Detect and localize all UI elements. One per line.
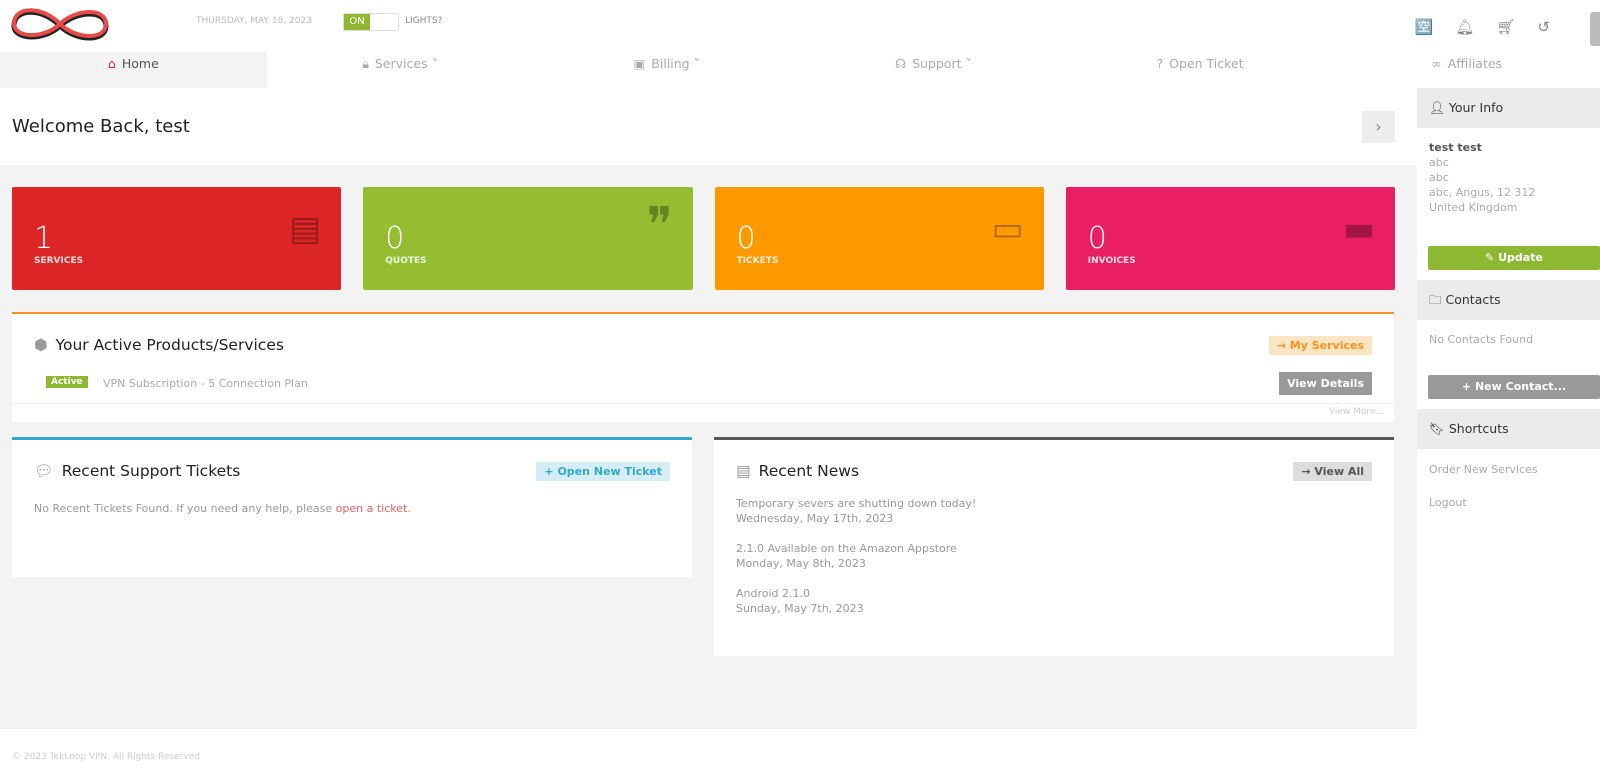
- money-icon: ▣: [633, 56, 646, 71]
- sidebar-toggle-button[interactable]: ›: [1362, 111, 1395, 143]
- avatar[interactable]: [1590, 12, 1600, 46]
- top-bar: THURSDAY, MAY 18, 2023 ON LIGHTS? 🈳 🔔︎ 🛒…: [0, 0, 1600, 52]
- nav-open-ticket[interactable]: ? Open Ticket: [1067, 52, 1334, 88]
- credit-card-icon: ▬: [1342, 209, 1375, 249]
- nav-services[interactable]: 🔒︎ Services ˅: [267, 52, 534, 88]
- page-title: Welcome Back, test: [12, 116, 190, 137]
- nav-label: Home: [121, 56, 159, 71]
- stat-label: SERVICES: [34, 256, 84, 266]
- cart-icon[interactable]: 🛒︎: [1496, 18, 1516, 36]
- chevron-down-icon: ˅: [693, 56, 700, 71]
- main-nav: ⌂ Home 🔒︎ Services ˅ ▣ Billing ˅ ☊ Support ˅…: [0, 52, 1600, 88]
- sidebar: 👤︎ Your Info test test abc abc abc, Angus,…: [1417, 88, 1600, 729]
- open-ticket-link[interactable]: open a ticket: [335, 502, 408, 515]
- translate-icon[interactable]: 🈳: [1414, 18, 1434, 36]
- stat-services[interactable]: 1 SERVICES ▤: [12, 187, 342, 290]
- newspaper-icon: ▤: [736, 462, 751, 480]
- quote-icon: ❞: [646, 197, 673, 253]
- support-tickets-panel: 💬︎ Recent Support Tickets + Open New Tick…: [12, 437, 692, 577]
- lights-label: LIGHTS?: [405, 16, 443, 26]
- my-services-button[interactable]: → My Services: [1268, 336, 1372, 355]
- update-button[interactable]: ✎ Update: [1428, 246, 1600, 270]
- nav-affiliates[interactable]: ∞ Affiliates: [1333, 52, 1600, 88]
- nav-label: Affiliates: [1447, 56, 1503, 71]
- lights-toggle[interactable]: ON: [343, 13, 399, 31]
- shortcuts-header: 🔖︎ Shortcuts: [1417, 409, 1600, 449]
- stat-value: 1: [34, 221, 54, 256]
- view-details-button[interactable]: View Details: [1279, 372, 1372, 395]
- stat-value: 0: [736, 221, 756, 256]
- stat-tickets[interactable]: 0 TICKETS ▭: [714, 187, 1044, 290]
- bell-icon[interactable]: 🔔︎: [1455, 18, 1475, 36]
- news-panel: ▤ Recent News → View All Temporary severs…: [714, 437, 1394, 656]
- comments-icon: 💬︎: [34, 462, 54, 480]
- nav-label: Services: [374, 56, 428, 71]
- stat-value: 0: [1087, 221, 1107, 256]
- lock-icon: 🔒︎: [362, 56, 369, 71]
- shortcut-logout[interactable]: Logout: [1429, 496, 1467, 509]
- contacts-header: 🗀 Contacts: [1417, 280, 1600, 320]
- shortcut-order-new-services[interactable]: Order New Services: [1429, 463, 1538, 476]
- home-icon: ⌂: [107, 56, 116, 71]
- nav-label: Billing: [651, 56, 690, 71]
- current-date: THURSDAY, MAY 18, 2023: [196, 16, 312, 26]
- no-tickets-text: No Recent Tickets Found. If you need any…: [34, 502, 411, 515]
- status-badge: Active: [46, 376, 88, 388]
- nav-label: Support: [912, 56, 962, 71]
- bookmark-icon: 🔖︎: [1429, 421, 1445, 436]
- stat-label: TICKETS: [736, 256, 779, 266]
- stat-label: QUOTES: [385, 256, 427, 266]
- nav-support[interactable]: ☊ Support ˅: [800, 52, 1067, 88]
- new-contact-button[interactable]: + New Contact...: [1428, 375, 1600, 399]
- your-info-body: test test abc abc abc, Angus, 12 312 United…: [1429, 141, 1536, 214]
- toggle-on-label: ON: [344, 14, 370, 30]
- stat-invoices[interactable]: 0 INVOICES ▬: [1065, 187, 1395, 290]
- ticket-icon: ▭: [991, 209, 1024, 249]
- active-products-panel: ⬢ Your Active Products/Services → My Serv…: [12, 312, 1394, 422]
- panel-title: 💬︎ Recent Support Tickets: [34, 462, 241, 480]
- arrow-right-icon: →: [1276, 339, 1286, 352]
- arrow-right-icon: →: [1301, 465, 1311, 478]
- main-content: Welcome Back, test › 1 SERVICES ▤ 0 QUOTES ❞…: [0, 88, 1417, 729]
- chevron-down-icon: ˅: [965, 56, 972, 71]
- chevron-right-icon: ›: [1375, 117, 1382, 136]
- cube-icon: ⬢: [34, 336, 48, 354]
- undo-icon[interactable]: ↺: [1537, 18, 1550, 36]
- view-more-link[interactable]: View More...: [1328, 407, 1384, 417]
- chevron-down-icon: ˅: [431, 56, 438, 71]
- nav-billing[interactable]: ▣ Billing ˅: [533, 52, 800, 88]
- stat-value: 0: [385, 221, 405, 256]
- stat-label: INVOICES: [1087, 256, 1136, 266]
- headset-icon: ☊: [894, 56, 907, 71]
- logo[interactable]: [8, 6, 112, 46]
- news-item[interactable]: Android 2.1.0 Sunday, May 7th, 2023: [736, 587, 864, 615]
- question-icon: ?: [1156, 56, 1164, 71]
- news-item[interactable]: 2.1.0 Available on the Amazon Appstore Mo…: [736, 542, 957, 570]
- open-new-ticket-button[interactable]: + Open New Ticket: [536, 462, 670, 481]
- plus-icon: +: [544, 465, 554, 478]
- user-icon: 👤︎: [1429, 100, 1445, 115]
- pencil-icon: ✎: [1485, 251, 1495, 264]
- no-contacts-text: No Contacts Found: [1429, 333, 1534, 346]
- folder-icon: 🗀: [1429, 292, 1442, 307]
- plus-icon: +: [1461, 380, 1472, 393]
- footer-copyright: © 2023 TekLoop VPN. All Rights Reserved: [12, 752, 200, 762]
- welcome-header: Welcome Back, test ›: [0, 88, 1417, 165]
- panel-title: ▤ Recent News: [736, 462, 860, 480]
- product-name[interactable]: VPN Subscription - 5 Connection Plan: [103, 377, 308, 390]
- news-item[interactable]: Temporary severs are shutting down today…: [736, 497, 977, 525]
- box-heart-icon: ▤: [289, 209, 322, 249]
- handshake-icon: ∞: [1431, 56, 1442, 71]
- nav-home[interactable]: ⌂ Home: [0, 52, 267, 88]
- view-all-button[interactable]: → View All: [1293, 462, 1372, 481]
- panel-title: ⬢ Your Active Products/Services: [34, 336, 284, 354]
- nav-label: Open Ticket: [1169, 56, 1244, 71]
- stat-quotes[interactable]: 0 QUOTES ❞: [363, 187, 693, 290]
- your-info-header: 👤︎ Your Info: [1417, 88, 1600, 128]
